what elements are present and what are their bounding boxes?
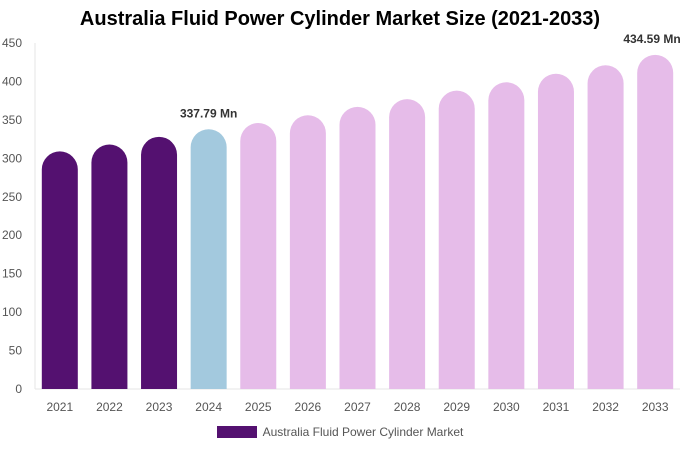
data-label-2033: 434.59 Mn [623,32,680,46]
x-tick-label: 2025 [245,400,272,414]
chart-title: Australia Fluid Power Cylinder Market Si… [79,8,601,30]
y-tick-label: 350 [2,113,22,127]
bar-2026 [289,115,326,389]
bar-2033 [637,54,674,390]
bar-2025 [240,122,277,390]
bar-2029 [438,90,475,389]
bar-2022 [91,144,128,389]
y-tick-label: 400 [2,74,22,88]
legend: Australia Fluid Power Cylinder Market [0,425,680,439]
bar-2031 [537,73,574,389]
x-tick-label: 2030 [493,400,520,414]
x-tick-label: 2024 [195,400,222,414]
bar-2024 [190,129,227,389]
x-tick-label: 2027 [344,400,371,414]
y-tick-label: 50 [9,344,23,358]
x-tick-label: 2029 [443,400,470,414]
bar-2028 [389,99,426,389]
bar-2021 [41,151,78,389]
y-tick-label: 0 [15,382,22,396]
y-tick-label: 200 [2,228,22,242]
x-tick-label: 2026 [295,400,322,414]
x-tick-label: 2023 [146,400,173,414]
y-tick-label: 300 [2,151,22,165]
bar-2023 [141,136,178,389]
y-tick-label: 250 [2,190,22,204]
y-tick-label: 100 [2,305,22,319]
legend-swatch [216,426,257,438]
bar-2027 [339,106,376,389]
x-tick-label: 2028 [394,400,421,414]
x-tick-label: 2032 [592,400,619,414]
x-tick-label: 2031 [543,400,570,414]
y-tick-label: 150 [2,267,22,281]
x-tick-label: 2021 [46,400,73,414]
legend-label: Australia Fluid Power Cylinder Market [262,425,464,439]
bar-2030 [488,82,525,389]
bar-2032 [587,65,624,389]
x-tick-label: 2022 [96,400,123,414]
data-label-2024: 337.79 Mn [180,106,237,120]
y-tick-label: 450 [2,36,22,50]
x-tick-label: 2033 [642,400,669,414]
